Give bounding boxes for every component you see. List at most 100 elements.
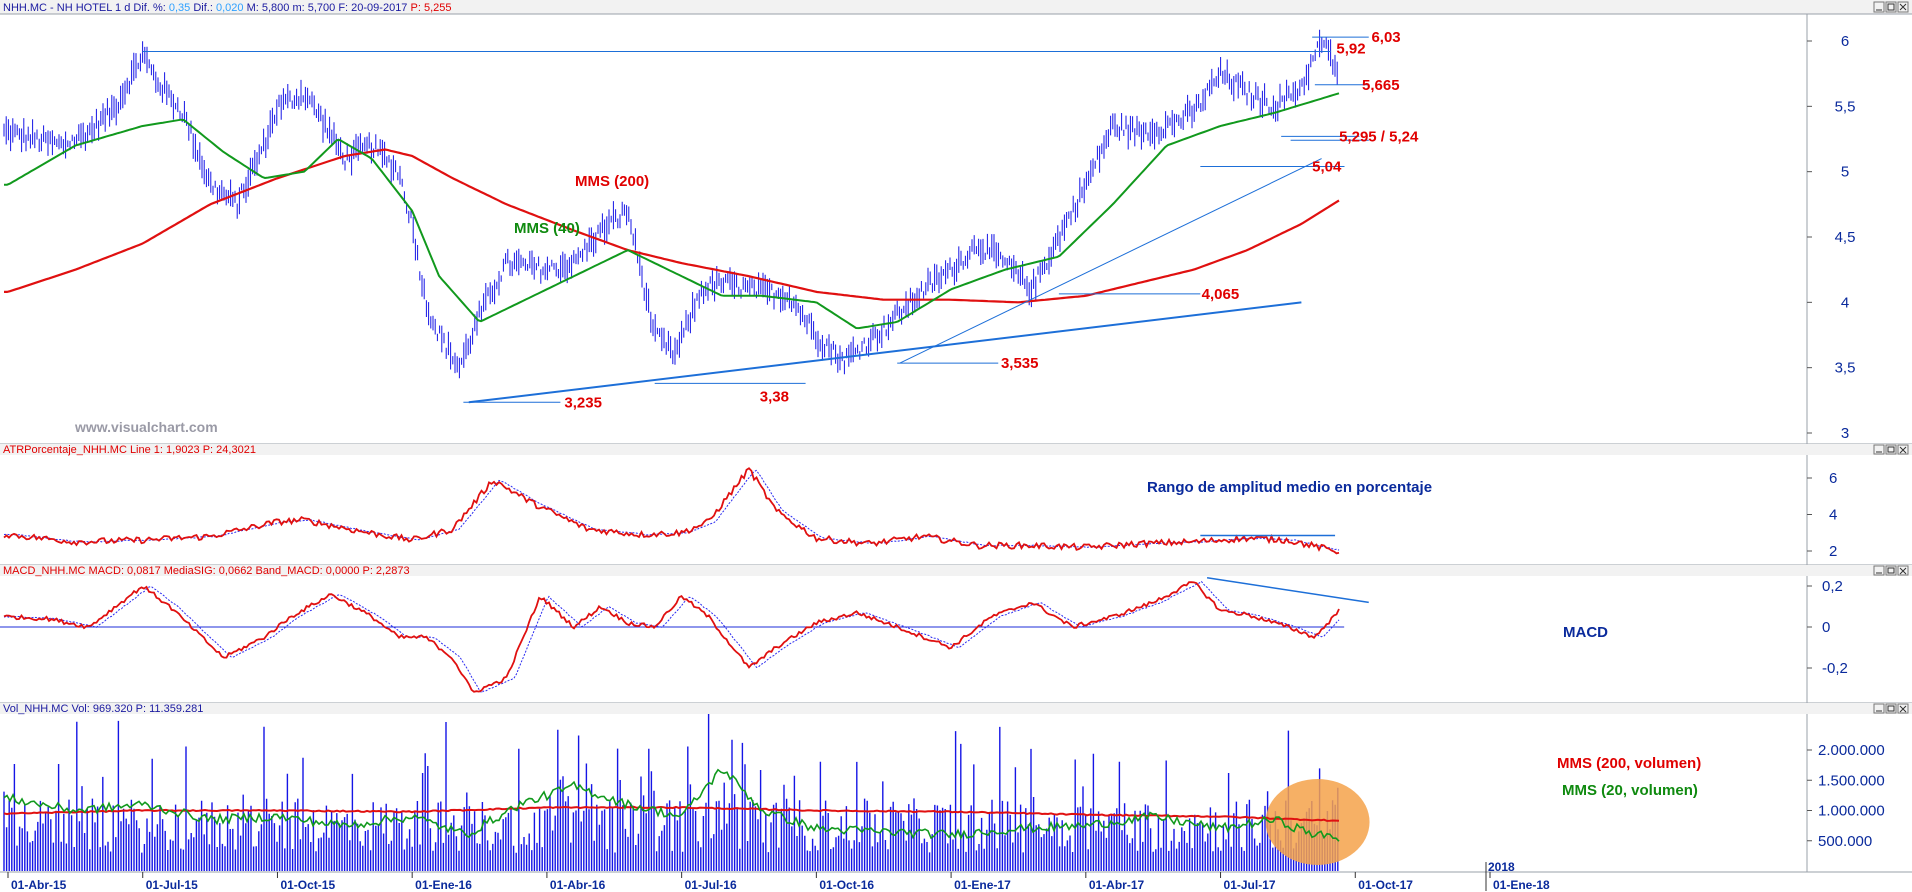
title-bar [0, 0, 1912, 14]
level-label-8: 3,235 [564, 394, 602, 411]
panel-window-controls[interactable] [1873, 444, 1909, 714]
price-y-tick-label: 5 [1841, 164, 1849, 181]
restore-icon[interactable] [1885, 565, 1897, 576]
volume-mms20-series [3, 768, 1340, 842]
restore-icon[interactable] [1885, 444, 1897, 455]
x-tick-label: 01-Ene-17 [954, 878, 1011, 892]
x-tick-label: 01-Jul-16 [685, 878, 737, 892]
close-glyph [1899, 567, 1907, 575]
mms200-series [4, 148, 1340, 304]
x-tick-label: 01-Abr-15 [11, 878, 67, 892]
mms200-line [4, 148, 1340, 304]
macd-y-tick-label: 0 [1822, 619, 1830, 636]
level-label-7: 3,38 [760, 388, 789, 405]
price-y-tick-label: 6 [1841, 33, 1849, 50]
x-axis: 01-Abr-15 01-Jul-15 01-Oct-15 01-Ene-16 01-A… [7, 860, 1550, 892]
mms40-label: MMS (40) [514, 220, 580, 237]
x-tick-label: 01-Oct-16 [819, 878, 874, 892]
level-label-1: 5,92 [1336, 40, 1365, 57]
minimize-icon[interactable] [1873, 444, 1885, 455]
atr-title: Rango de amplitud medio en porcentaje [1147, 479, 1432, 496]
volume-y-tick-label: 1.000.000 [1818, 803, 1885, 820]
price-y-tick-label: 4 [1841, 294, 1849, 311]
restore-glyph [1887, 705, 1895, 712]
restore-icon[interactable] [1885, 703, 1897, 714]
minimize-icon[interactable] [1873, 703, 1885, 714]
price-y-tick-label: 3 [1841, 425, 1849, 442]
x-tick-label: 01-Jul-15 [146, 878, 198, 892]
level-label-3: 5,295 / 5,24 [1339, 128, 1419, 145]
atr-signal-series [3, 469, 1340, 551]
x-tick-label: 01-Oct-17 [1358, 878, 1413, 892]
x-tick-label: 01-Ene-18 [1493, 878, 1550, 892]
macd-series [3, 581, 1340, 693]
price-annotations: 6,03 5,92 5,665 5,295 / 5,24 5,04 4,065 3,535 3… [564, 29, 1419, 411]
restore-icon[interactable] [1885, 1, 1897, 13]
macd-header: MACD_NHH.MC MACD: 0,0817 MediaSIG: 0,066… [3, 565, 410, 577]
price-panel [3, 29, 1369, 404]
volume-panel [3, 714, 1370, 871]
x-tick-label: 01-Ene-16 [415, 878, 472, 892]
x-tick-label: 01-Abr-17 [1089, 878, 1145, 892]
atr-panel [3, 467, 1340, 555]
volume-y-tick-label: 500.000 [1818, 833, 1872, 850]
level-label-6: 3,535 [1001, 355, 1039, 372]
minimize-icon[interactable] [1873, 565, 1885, 576]
trendlines [468, 158, 1322, 404]
volume-y-tick-label: 2.000.000 [1818, 742, 1885, 759]
atr-header: ATRPorcentaje_NHH.MC Line 1: 1,9023 P: 2… [3, 444, 256, 456]
volume-y-axis: 2.000.000 1.500.000 1.000.000 500.000 [1807, 742, 1885, 850]
price-y-axis: 6 5,5 5 4,5 4 3,5 3 [1807, 33, 1855, 442]
volume-header: Vol_NHH.MC Vol: 969.320 P: 11.359.281 [3, 703, 203, 715]
volume-bars [3, 714, 1339, 871]
volume-header-bar [0, 703, 1912, 714]
level-lines [142, 36, 1369, 403]
level-label-2: 5,665 [1362, 77, 1400, 94]
macd-trendline [1206, 577, 1369, 604]
macd-title: MACD [1563, 624, 1608, 641]
volume-mms200-series [3, 805, 1340, 822]
x-tick-label: 01-Abr-16 [550, 878, 606, 892]
x-tick-label: 01-Jul-17 [1224, 878, 1276, 892]
atr-y-tick-label: 6 [1829, 470, 1837, 487]
short-trendline [899, 158, 1322, 364]
macd-y-tick-label: 0,2 [1822, 578, 1843, 595]
macd-y-tick-label: -0,2 [1822, 660, 1848, 677]
restore-glyph [1887, 446, 1895, 453]
volume-y-tick-label: 1.500.000 [1818, 772, 1885, 789]
mms200-label: MMS (200) [575, 173, 649, 190]
price-window-controls[interactable] [1873, 1, 1909, 13]
macd-header-bar [0, 565, 1912, 576]
macd-y-axis: 0,2 0 -0,2 [1807, 578, 1848, 677]
atr-header-bar [0, 444, 1912, 455]
long-trendline [468, 301, 1302, 404]
mms40-line [4, 92, 1340, 330]
minimize-icon[interactable] [1873, 1, 1885, 13]
level-label-4: 5,04 [1312, 158, 1342, 175]
macd-panel [0, 577, 1369, 694]
level-label-5: 4,065 [1202, 286, 1240, 303]
atr-series [3, 467, 1340, 555]
watermark: www.visualchart.com [74, 419, 218, 435]
close-glyph [1899, 446, 1907, 454]
volume-mms200-label: MMS (200, volumen) [1557, 755, 1701, 772]
price-y-tick-label: 3,5 [1835, 360, 1856, 377]
year-marker-label: 2018 [1488, 860, 1515, 874]
atr-y-tick-label: 4 [1829, 507, 1837, 524]
title-bar-text: NHH.MC - NH HOTEL 1 d Dif. %: 0,35 Dif.:… [3, 2, 451, 14]
level-label-0: 6,03 [1371, 29, 1400, 46]
close-glyph [1899, 705, 1907, 713]
volume-highlight [1265, 779, 1370, 865]
restore-glyph [1887, 567, 1895, 574]
x-tick-label: 01-Oct-15 [280, 878, 335, 892]
macd-signal-series [3, 580, 1340, 694]
volume-mms20-label: MMS (20, volumen) [1562, 782, 1698, 799]
atr-y-tick-label: 2 [1829, 543, 1837, 560]
mms40-series [4, 92, 1340, 330]
price-y-tick-label: 4,5 [1835, 229, 1856, 246]
price-bar-series [3, 29, 1338, 379]
price-bars [3, 29, 1338, 379]
price-y-tick-label: 5,5 [1835, 98, 1856, 115]
